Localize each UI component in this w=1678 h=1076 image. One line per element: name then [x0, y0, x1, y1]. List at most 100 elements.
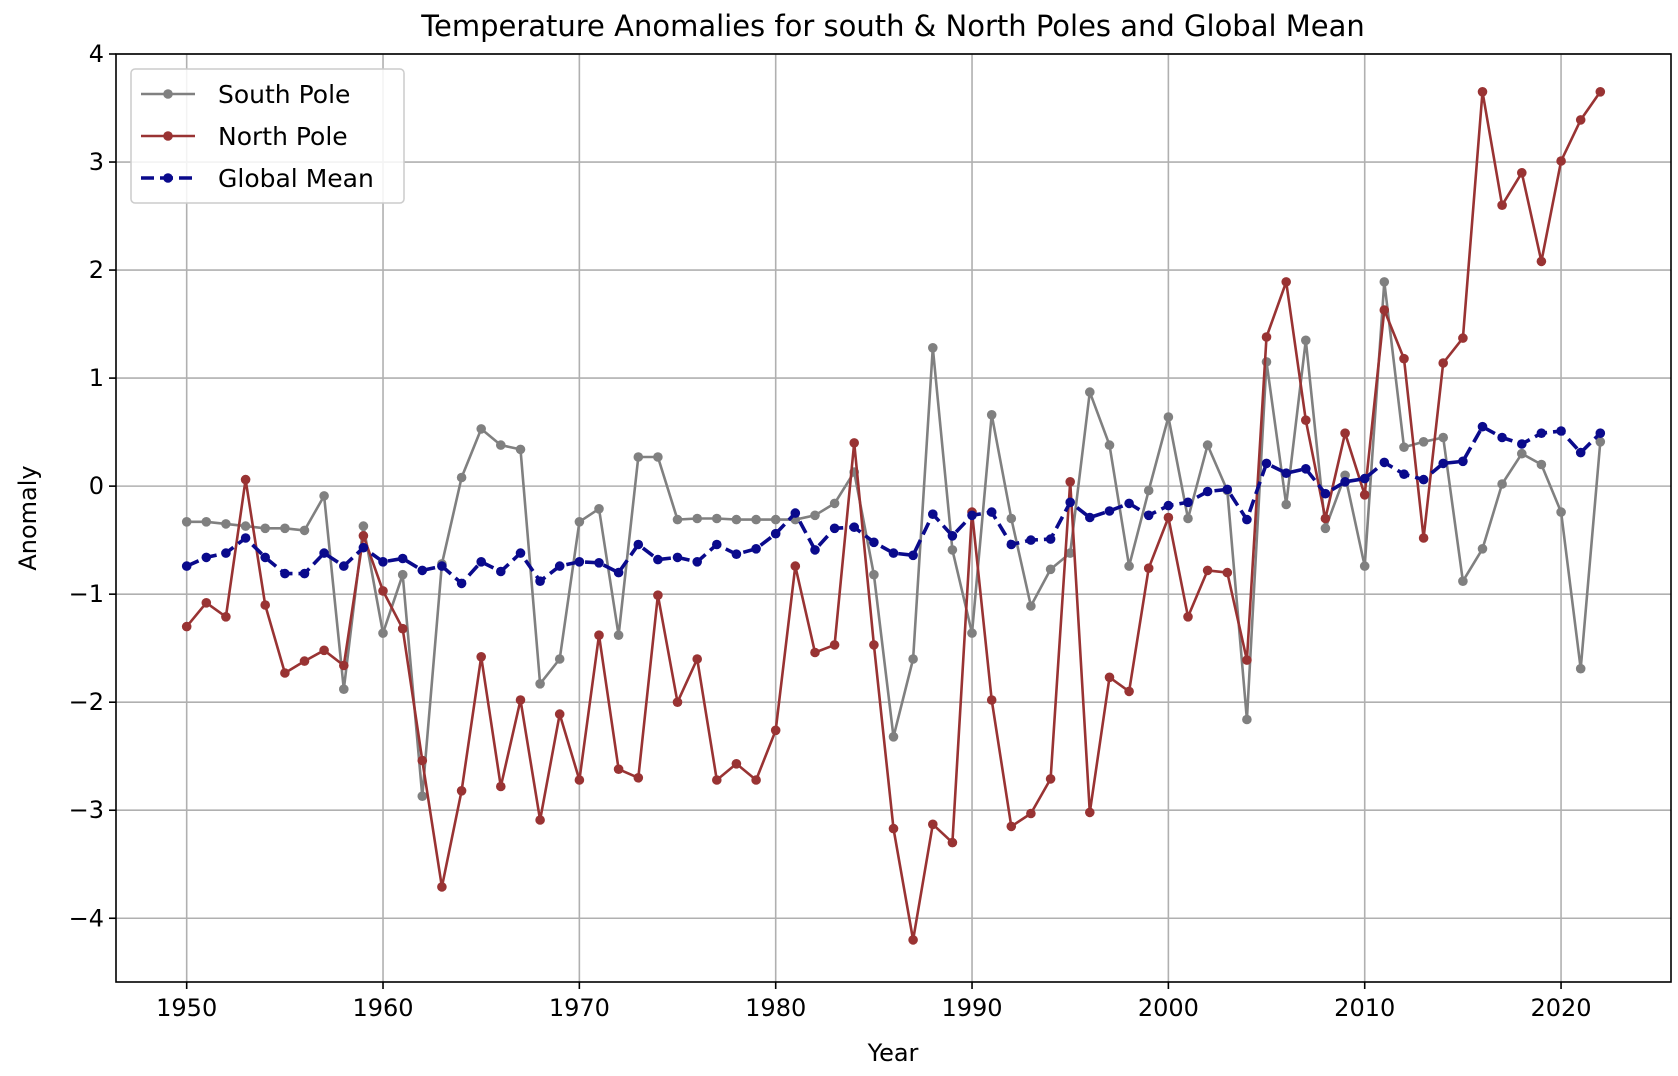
data-point-global-mean	[967, 510, 977, 521]
data-point-north-pole	[692, 654, 702, 664]
data-point-global-mean	[594, 558, 604, 568]
data-point-global-mean	[1595, 428, 1606, 439]
data-point-south-pole	[280, 523, 290, 534]
data-point-north-pole	[633, 773, 644, 783]
data-point-global-mean	[515, 548, 526, 558]
data-point-south-pole	[358, 521, 369, 531]
data-point-global-mean	[751, 544, 761, 554]
data-point-global-mean	[731, 549, 742, 559]
data-point-global-mean	[181, 561, 192, 571]
data-point-south-pole	[672, 514, 683, 525]
data-point-north-pole	[790, 561, 801, 571]
data-point-south-pole	[515, 444, 526, 455]
data-point-global-mean	[1026, 535, 1036, 545]
data-point-global-mean	[1379, 457, 1390, 468]
data-point-north-pole	[888, 823, 899, 834]
data-point-north-pole	[653, 590, 663, 600]
data-point-south-pole	[1477, 544, 1488, 554]
data-point-south-pole	[1124, 561, 1134, 571]
data-point-north-pole	[1143, 563, 1154, 573]
data-point-north-pole	[731, 759, 742, 769]
data-point-global-mean	[712, 539, 722, 550]
data-point-north-pole	[810, 647, 820, 658]
data-point-south-pole	[888, 732, 899, 742]
x-tick-label: 1960	[352, 994, 413, 1022]
data-point-south-pole	[1045, 564, 1056, 575]
data-point-global-mean	[574, 557, 585, 567]
legend-marker	[163, 131, 173, 141]
data-point-global-mean	[1575, 447, 1586, 458]
grid	[116, 53, 1671, 982]
data-point-global-mean	[1222, 484, 1233, 495]
data-point-global-mean	[829, 523, 840, 534]
data-point-global-mean	[319, 548, 329, 558]
data-point-south-pole	[181, 517, 192, 527]
data-point-north-pole	[339, 660, 349, 671]
data-point-global-mean	[1124, 498, 1134, 509]
data-point-south-pole	[613, 630, 624, 640]
data-point-south-pole	[751, 514, 761, 525]
data-point-south-pole	[1320, 523, 1331, 534]
legend: South Pole North Pole Global Mean	[130, 68, 405, 204]
data-point-south-pole	[496, 440, 506, 450]
legend-item-north-pole: North Pole	[141, 122, 348, 151]
data-point-south-pole	[201, 517, 212, 527]
data-point-north-pole	[358, 531, 369, 541]
data-point-north-pole	[574, 775, 585, 785]
data-point-global-mean	[221, 548, 231, 558]
data-point-global-mean	[339, 561, 349, 571]
data-point-global-mean	[672, 552, 683, 563]
data-point-global-mean	[1202, 486, 1213, 497]
data-point-global-mean	[1556, 426, 1566, 436]
series-south-pole	[181, 277, 1606, 801]
data-point-south-pole	[339, 684, 349, 694]
data-point-south-pole	[1065, 548, 1075, 558]
data-point-global-mean	[790, 508, 801, 518]
data-point-global-mean	[986, 507, 997, 517]
data-point-north-pole	[201, 598, 212, 608]
data-point-north-pole	[378, 586, 388, 596]
data-point-north-pole	[869, 640, 879, 650]
data-point-north-pole	[1281, 277, 1291, 287]
data-point-north-pole	[849, 438, 859, 448]
data-point-north-pole	[672, 697, 683, 707]
legend-marker	[163, 173, 173, 183]
legend-item-global-mean: Global Mean	[141, 164, 374, 193]
data-point-global-mean	[378, 557, 388, 567]
data-point-global-mean	[1242, 514, 1252, 525]
data-point-global-mean	[928, 509, 938, 519]
data-point-global-mean	[1418, 474, 1429, 485]
data-point-north-pole	[1399, 353, 1409, 364]
data-point-global-mean	[417, 565, 428, 576]
data-point-global-mean	[1536, 428, 1547, 439]
data-point-north-pole	[1320, 513, 1331, 524]
data-point-global-mean	[1006, 539, 1017, 550]
data-point-north-pole	[1085, 807, 1095, 818]
x-tick-label: 1970	[549, 994, 610, 1022]
data-point-global-mean	[201, 552, 212, 563]
data-point-south-pole	[908, 654, 918, 664]
y-tick-label: −2	[69, 688, 104, 716]
data-point-global-mean	[869, 537, 879, 548]
data-point-north-pole	[986, 695, 997, 705]
data-point-south-pole	[986, 410, 997, 420]
data-point-south-pole	[1399, 442, 1409, 453]
data-point-north-pole	[1595, 87, 1606, 97]
data-point-north-pole	[1222, 567, 1233, 578]
data-point-south-pole	[240, 521, 251, 531]
y-tick-label: 0	[89, 472, 104, 500]
data-point-south-pole	[319, 491, 329, 501]
data-point-global-mean	[633, 539, 644, 550]
series-global-mean	[181, 421, 1606, 589]
data-point-south-pole	[260, 523, 271, 534]
data-point-north-pole	[496, 781, 506, 792]
data-point-south-pole	[1458, 576, 1468, 586]
data-point-global-mean	[908, 550, 918, 561]
data-point-north-pole	[928, 819, 938, 830]
data-point-north-pole	[1517, 168, 1527, 178]
data-point-global-mean	[1065, 497, 1075, 508]
y-tick-label: 1	[89, 364, 104, 392]
x-axis: 1950 1960 1970 1980 1990 2000 2010 2020	[156, 982, 1592, 1022]
data-point-south-pole	[1418, 437, 1429, 447]
